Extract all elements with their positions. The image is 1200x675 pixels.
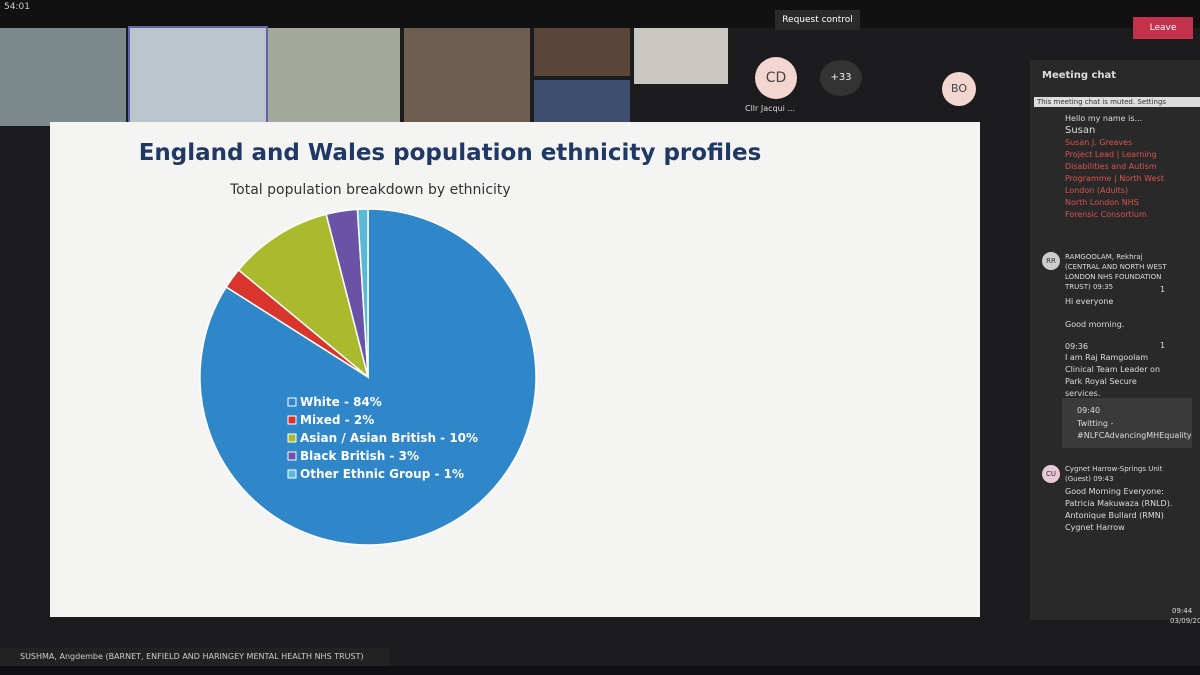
legend-swatch [287, 451, 297, 461]
chat-text: Twitting - #NLFCAdvancingMHEquality [1077, 419, 1192, 440]
reaction[interactable]: 1 [1160, 285, 1166, 294]
legend-label: Mixed - 2% [300, 413, 374, 427]
chat-text: Project Lead | Learning Disabilities and… [1065, 150, 1164, 195]
slide: England and Wales population ethnicity p… [50, 122, 980, 617]
video-tile [534, 80, 630, 126]
legend-swatch [287, 397, 297, 407]
video-tile [268, 28, 400, 126]
time: 09:43 [1093, 475, 1114, 483]
pie: White - 84% Mixed - 2% Asian / Asian Briti… [199, 208, 537, 546]
sender: RAMGOOLAM, Rekhraj (CENTRAL AND NORTH WE… [1065, 253, 1167, 291]
legend-swatch [287, 415, 297, 425]
avatar: CU [1042, 465, 1060, 483]
legend-label: Black British - 3% [300, 449, 419, 463]
more-participants[interactable]: +33 [820, 60, 862, 96]
chat-text: Hi everyone [1065, 297, 1114, 306]
avatar: CD [755, 57, 797, 99]
timer: 54:01 [4, 2, 30, 12]
top-bar [0, 0, 1200, 28]
chart-subtitle: Total population breakdown by ethnicity [229, 182, 511, 198]
legend-swatch [287, 433, 297, 443]
presenter-name: SUSHMA, Angdembe (BARNET, ENFIELD AND HA… [0, 648, 390, 666]
video-tile [404, 28, 530, 126]
chat-bubble [1062, 398, 1192, 448]
pie-slice [237, 213, 370, 380]
pie-slice [199, 208, 537, 546]
chat-text: Good morning. [1065, 320, 1125, 329]
video-tile [128, 26, 268, 128]
avatar: RR [1042, 252, 1060, 270]
reaction[interactable]: 1 [1160, 341, 1166, 350]
request-control[interactable]: Request control [775, 10, 860, 30]
clock-time: 09:44 [1172, 607, 1193, 615]
chat-message: Hello my name is... Susan Susan J. Greav… [1065, 113, 1170, 221]
chat-sender: RAMGOOLAM, Rekhraj (CENTRAL AND NORTH WE… [1065, 252, 1175, 292]
chat-text: Susan [1065, 125, 1096, 136]
legend-label: Asian / Asian British - 10% [300, 431, 478, 445]
chat-text: I am Raj Ramgoolam Clinical Team Leader … [1065, 353, 1161, 398]
legend-label: Other Ethnic Group - 1% [300, 467, 464, 481]
time: 09:40 [1077, 406, 1101, 415]
participant-name: Cllr Jacqui ... [745, 104, 796, 113]
video-tile [0, 28, 126, 126]
chat-text: Susan J. Greaves [1065, 138, 1133, 147]
chat-title: Meeting chat [1042, 70, 1117, 81]
clock-date: 03/09/20 [1170, 617, 1200, 625]
video-tile [634, 28, 728, 84]
chat-notice: This meeting chat is muted. Settings [1034, 97, 1200, 107]
legend-swatch [287, 469, 297, 479]
sender: Cygnet Harrow-Springs Unit (Guest) [1065, 465, 1163, 483]
pie-slice [356, 208, 369, 378]
time: 09:36 [1065, 342, 1089, 351]
chat-text: Hello my name is... [1065, 114, 1143, 123]
chart-title: England and Wales population ethnicity p… [139, 140, 762, 166]
video-tile [534, 28, 630, 76]
avatar: BO [942, 72, 976, 106]
taskbar [0, 666, 1200, 675]
leave-button[interactable]: Leave [1133, 17, 1193, 39]
time: 09:35 [1092, 283, 1114, 291]
chat-sender: Cygnet Harrow-Springs Unit (Guest) 09:43 [1065, 464, 1175, 484]
chat-panel [1030, 60, 1200, 620]
chat-text: North London NHS Forensic Consortium [1065, 198, 1147, 219]
legend-label: White - 84% [300, 395, 382, 409]
chat-text: Good Morning Everyone: Patricia Makuwaza… [1065, 487, 1173, 532]
